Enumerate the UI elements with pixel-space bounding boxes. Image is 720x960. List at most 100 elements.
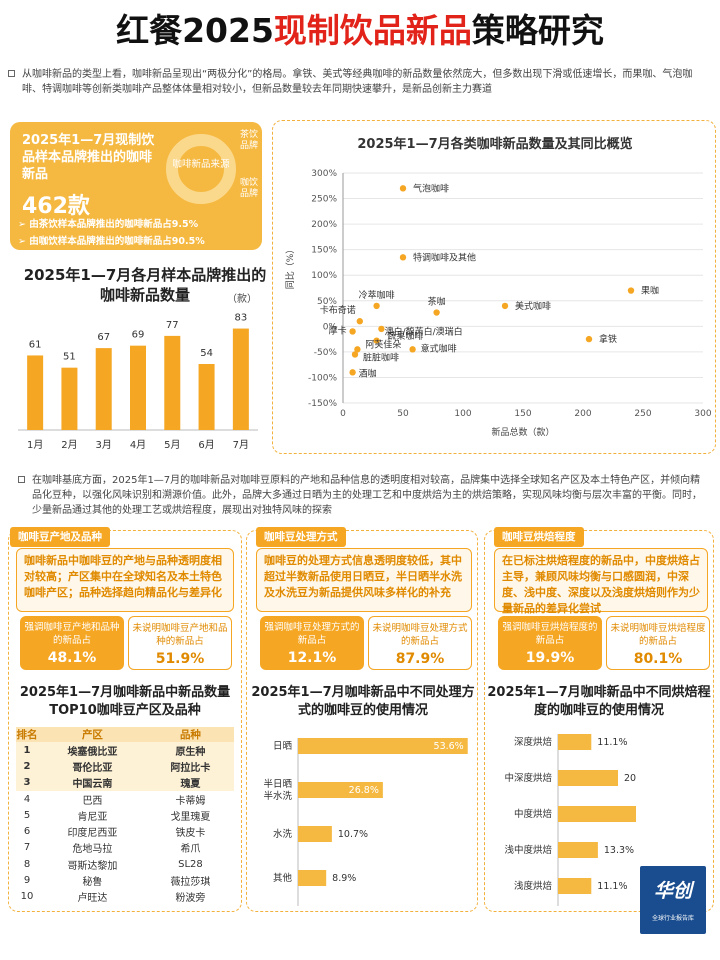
bar bbox=[298, 738, 468, 754]
stat-value: 48.1% bbox=[47, 650, 97, 666]
scatter-point bbox=[373, 337, 380, 344]
panel-roast-title: 2025年1—7月咖啡新品中不同烘焙程度的咖啡豆的使用情况 bbox=[487, 685, 711, 718]
rank-cell: 4 bbox=[23, 793, 31, 805]
logo-mark: 华创 bbox=[653, 880, 692, 902]
table-row: 2 哥伦比亚 阿拉比卡 bbox=[16, 758, 234, 775]
table-header-row: 排名 产区 品种 bbox=[16, 727, 234, 742]
data-label: 61 bbox=[29, 339, 42, 350]
table-row: 8 哥斯达黎加 SL28 bbox=[16, 856, 234, 872]
scatter-point bbox=[356, 318, 363, 325]
x-axis-label: 新品总数（款） bbox=[491, 426, 554, 438]
point-label: 果咖 bbox=[641, 285, 659, 297]
scatter-point bbox=[373, 302, 380, 310]
title-part-highlight: 现制饮品新品 bbox=[273, 11, 472, 50]
scatter-point bbox=[349, 369, 356, 376]
bar bbox=[198, 364, 215, 430]
point-label: 澳白/馥芮白/澳瑞白 bbox=[385, 326, 463, 338]
x-tick-label: 150 bbox=[514, 409, 531, 419]
variety-cell: 卡蒂姆 bbox=[175, 795, 206, 807]
donut-legend-tea: 茶饮品牌 bbox=[240, 130, 259, 151]
monthly-chart-unit: （款） bbox=[227, 294, 257, 305]
variety-cell: SL28 bbox=[178, 858, 203, 870]
point-label: 美式咖啡 bbox=[515, 300, 551, 312]
variety-cell: 薇拉莎琪 bbox=[170, 877, 211, 889]
y-tick-label: 250% bbox=[311, 195, 337, 205]
data-label: 54 bbox=[200, 348, 213, 359]
origin-cell: 巴西 bbox=[82, 795, 103, 807]
point-label: 冷萃咖啡 bbox=[359, 289, 395, 301]
panel-processing-title: 2025年1—7月咖啡新品中不同处理方式的咖啡豆的使用情况 bbox=[251, 685, 475, 718]
scatter-point bbox=[409, 346, 416, 353]
point-label: 摩卡 bbox=[329, 324, 347, 336]
stat-label: 强调咖啡豆处理方式的新品占 bbox=[264, 622, 360, 646]
scatter-point bbox=[627, 287, 635, 294]
point-label: 酒咖 bbox=[359, 367, 377, 379]
y-axis-label: 同比（%） bbox=[284, 245, 296, 290]
origin-cell: 中国云南 bbox=[38, 774, 147, 791]
origin-cell: 哥伦比亚 bbox=[38, 758, 147, 775]
data-label: 8.9% bbox=[332, 873, 356, 884]
page-title: 红餐2025现制饮品新品策略研究 bbox=[0, 0, 720, 62]
stat-label: 未说明咖啡豆产地和品种的新品占 bbox=[132, 623, 228, 647]
data-label: 11.1% bbox=[597, 737, 627, 748]
category-label: 半水洗 bbox=[263, 790, 292, 802]
table-header: 排名 bbox=[16, 727, 38, 742]
scatter-point bbox=[433, 309, 440, 316]
variety-cell: 戈里瑰夏 bbox=[170, 811, 211, 823]
bar bbox=[558, 806, 636, 822]
rank-cell: 10 bbox=[20, 891, 34, 903]
y-tick-label: 100% bbox=[311, 271, 337, 281]
origin-stat-emphasized: 强调咖啡豆产地和品种的新品占 48.1% bbox=[20, 616, 124, 670]
table-row: 6 印度尼西亚 铁皮卡 bbox=[16, 823, 234, 839]
origin-cell: 印度尼西亚 bbox=[67, 828, 118, 840]
variety-cell: 铁皮卡 bbox=[175, 828, 206, 840]
table-header: 品种 bbox=[146, 727, 234, 742]
rank-cell: 5 bbox=[23, 809, 31, 821]
x-tick-label: 0 bbox=[340, 409, 346, 419]
category-label: 日晒 bbox=[273, 741, 292, 752]
category-label: 中度烘焙 bbox=[514, 808, 553, 820]
table-row: 3 中国云南 瑰夏 bbox=[16, 774, 234, 791]
stat-value: 87.9% bbox=[395, 651, 445, 667]
scatter-point bbox=[399, 254, 407, 261]
square-bullet-icon bbox=[8, 70, 15, 77]
point-label: 气泡咖啡 bbox=[413, 182, 449, 194]
x-tick-label: 6月 bbox=[198, 439, 214, 451]
panel-processing-tag: 咖啡豆处理方式 bbox=[256, 527, 346, 547]
scatter-point bbox=[349, 328, 356, 335]
data-label: 51 bbox=[63, 352, 76, 363]
data-label: 69 bbox=[132, 330, 145, 341]
publisher-logo: 华创 全球行业报告库 bbox=[640, 866, 706, 934]
rank-cell: 2 bbox=[16, 758, 38, 775]
x-tick-label: 7月 bbox=[233, 439, 249, 451]
origin-cell: 秘鲁 bbox=[82, 877, 103, 889]
y-tick-label: 300% bbox=[311, 169, 337, 179]
processing-stat-unspecified: 未说明咖啡豆处理方式的新品占 87.9% bbox=[368, 616, 472, 670]
top10-table: 排名 产区 品种 1 埃塞俄比亚 原生种 2 哥伦比亚 阿拉比卡 3 中国云南 瑰夏 4 巴西 卡蒂姆… bbox=[16, 727, 234, 905]
origin-cell: 埃塞俄比亚 bbox=[38, 742, 147, 759]
table-row: 4 巴西 卡蒂姆 bbox=[16, 791, 234, 807]
data-label: 26.8% bbox=[349, 785, 379, 796]
bar bbox=[130, 345, 146, 430]
processing-stat-emphasized: 强调咖啡豆处理方式的新品占 12.1% bbox=[260, 616, 364, 670]
roast-stat-unspecified: 未说明咖啡豆烘焙程度的新品占 80.1% bbox=[606, 616, 710, 670]
point-label: 阿芙佳朵 bbox=[365, 338, 401, 350]
x-tick-label: 100 bbox=[454, 409, 471, 419]
intro-text-2: 在咖啡基底方面，2025年1—7月的咖啡新品对咖啡豆原料的产地和品种信息的透明度… bbox=[32, 475, 702, 516]
summary-heading: 2025年1—7月现制饮品样本品牌推出的咖啡新品 bbox=[22, 133, 155, 182]
processing-bar-chart: 日晒 53.6% 半日晒半水洗 26.8% 水洗 10.7% 其他 8.9% bbox=[263, 738, 468, 906]
summary-line-coffee: ➢ 由咖饮样本品牌推出的咖啡新品占90.5% bbox=[18, 236, 205, 247]
stat-value: 12.1% bbox=[287, 650, 337, 666]
summary-card: 2025年1—7月现制饮品样本品牌推出的咖啡新品 462款 ➢ 由茶饮样本品牌推… bbox=[10, 122, 262, 250]
intro-paragraph-1: 从咖啡新品的类型上看，咖啡新品呈现出“两极分化”的格局。拿铁、美式等经典咖啡的新… bbox=[8, 67, 712, 97]
scatter-title: 2025年1—7月各类咖啡新品数量及其同比概览 bbox=[357, 137, 633, 152]
summary-line-tea: ➢ 由茶饮样本品牌推出的咖啡新品占9.5% bbox=[18, 219, 199, 230]
rank-cell: 8 bbox=[23, 858, 31, 870]
logo-caption: 全球行业报告库 bbox=[651, 915, 694, 922]
data-label: 77 bbox=[166, 320, 179, 331]
stat-label: 未说明咖啡豆烘焙程度的新品占 bbox=[610, 623, 706, 647]
x-tick-label: 200 bbox=[574, 409, 591, 419]
panel-origin-title: 2025年1—7月咖啡新品中新品数量TOP10咖啡豆产区及品种 bbox=[19, 685, 231, 718]
stat-value: 80.1% bbox=[633, 651, 683, 667]
donut-legend-coffee: 咖饮品牌 bbox=[240, 178, 259, 199]
